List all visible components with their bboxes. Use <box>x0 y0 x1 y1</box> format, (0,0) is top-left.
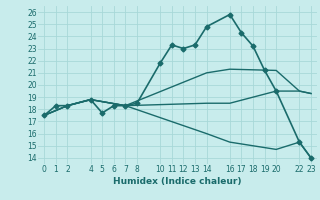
X-axis label: Humidex (Indice chaleur): Humidex (Indice chaleur) <box>113 177 242 186</box>
